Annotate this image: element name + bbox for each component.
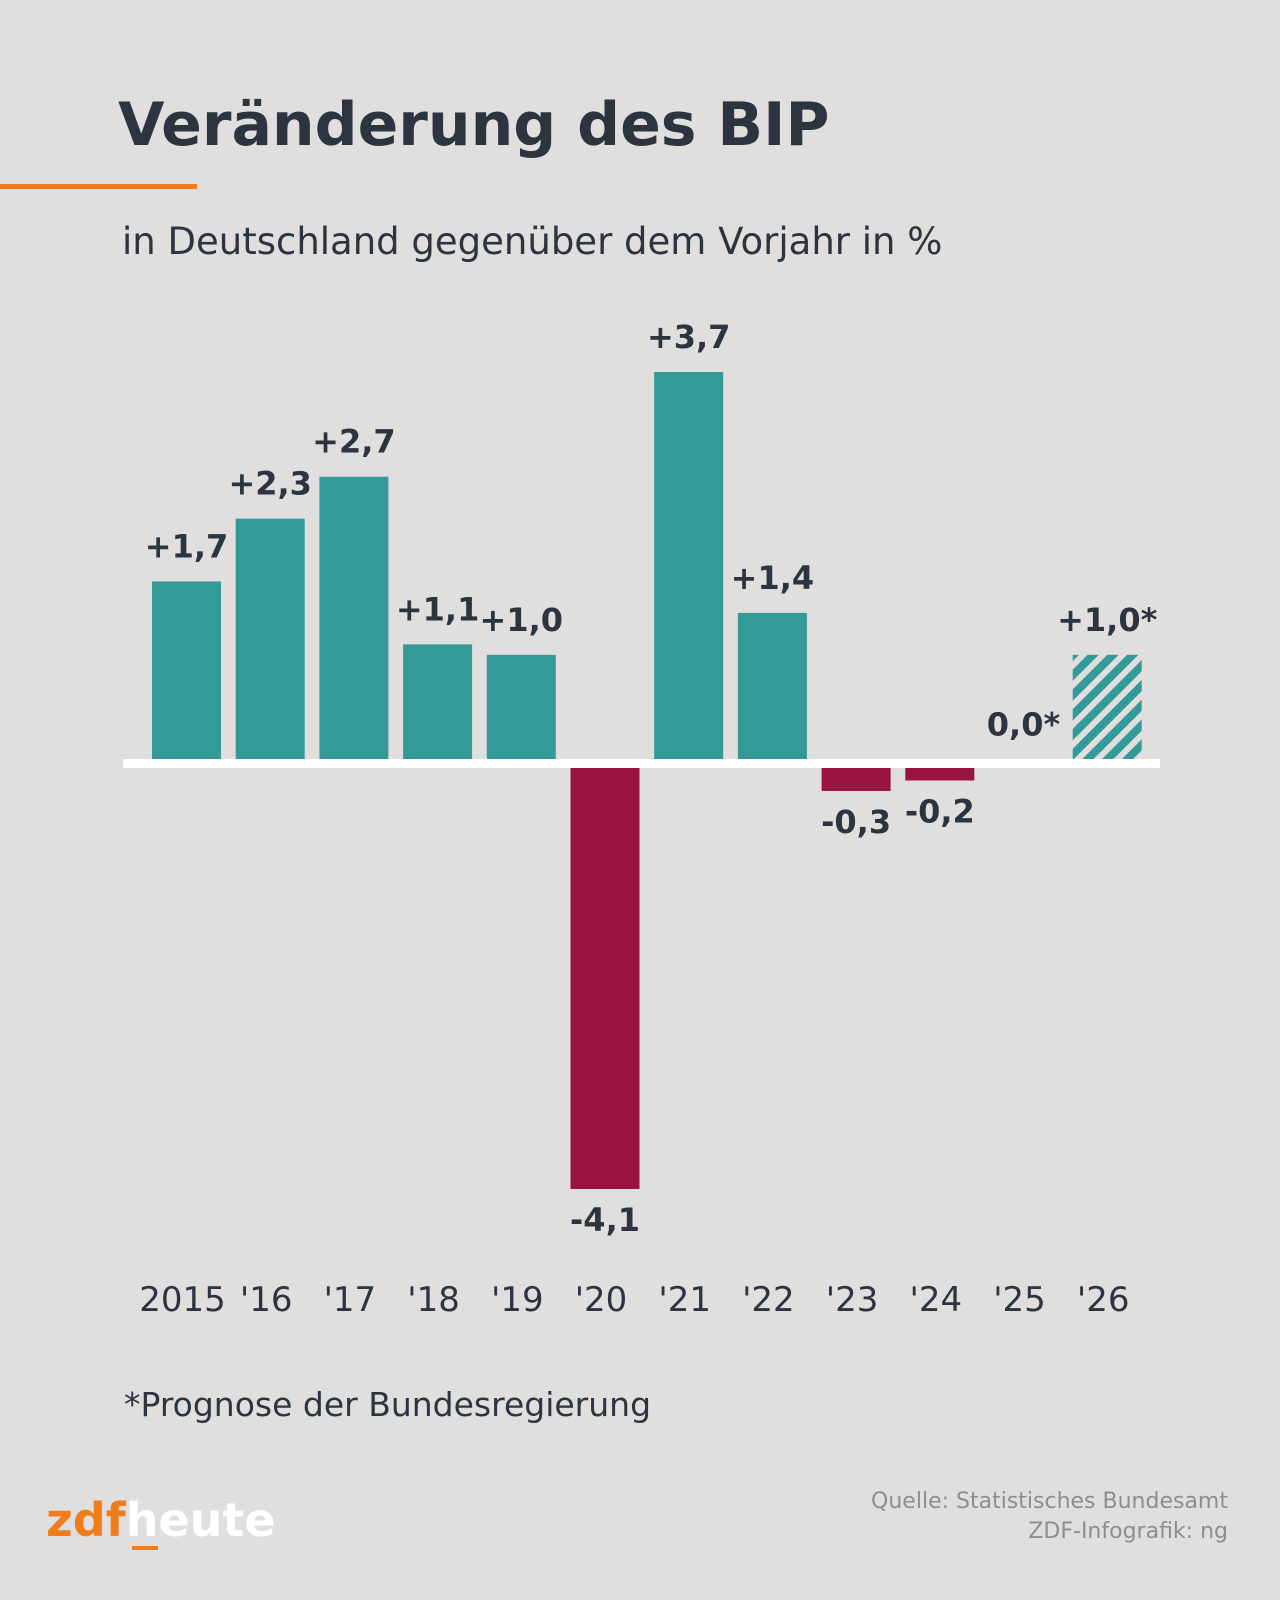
x-tick-label: '25	[993, 1280, 1046, 1320]
bar	[1072, 654, 1142, 760]
value-label: -4,1	[570, 1201, 640, 1239]
source: Quelle: Statistisches Bundesamt	[871, 1489, 1228, 1514]
x-tick-label: '17	[324, 1280, 377, 1320]
credit: ZDF-Infografik: ng	[1028, 1519, 1228, 1544]
value-label: +1,7	[145, 527, 229, 565]
brand-logo: zdfheute	[46, 1493, 276, 1547]
bar	[319, 476, 389, 760]
value-label: +2,3	[228, 465, 312, 503]
chart-title: Veränderung des BIP	[118, 90, 829, 160]
bar	[570, 759, 640, 1189]
value-label: 0,0*	[987, 706, 1061, 744]
bar	[737, 612, 807, 760]
chart-subtitle: in Deutschland gegenüber dem Vorjahr in …	[122, 220, 942, 263]
x-tick-label: '21	[658, 1280, 711, 1320]
x-tick-label: '26	[1077, 1280, 1130, 1320]
footnote: *Prognose der Bundesregierung	[124, 1385, 651, 1424]
value-label: +2,7	[312, 423, 396, 461]
value-label: -0,3	[821, 803, 891, 841]
bar	[152, 581, 221, 760]
x-tick-label: '22	[742, 1280, 795, 1320]
brand-zdf: zdf	[46, 1493, 127, 1547]
value-label: +1,1	[396, 590, 480, 628]
x-tick-label: '23	[826, 1280, 879, 1320]
value-label: +1,4	[731, 559, 815, 597]
value-label: -0,2	[905, 793, 975, 831]
value-label: +1,0	[480, 601, 564, 639]
x-tick-label: '20	[575, 1280, 628, 1320]
bar	[235, 518, 305, 760]
brand-underline	[132, 1546, 158, 1550]
value-label: +3,7	[647, 318, 731, 356]
brand-heute: heute	[126, 1493, 276, 1547]
x-tick-label: '19	[491, 1280, 544, 1320]
x-tick-label: '16	[240, 1280, 293, 1320]
x-tick-label: '24	[909, 1280, 962, 1320]
value-label: +1,0*	[1057, 601, 1158, 639]
bar	[403, 644, 473, 760]
accent-line	[0, 184, 197, 189]
x-tick-label: 2015	[139, 1280, 226, 1320]
bar	[654, 372, 724, 760]
x-tick-label: '18	[407, 1280, 460, 1320]
bar	[486, 654, 556, 760]
